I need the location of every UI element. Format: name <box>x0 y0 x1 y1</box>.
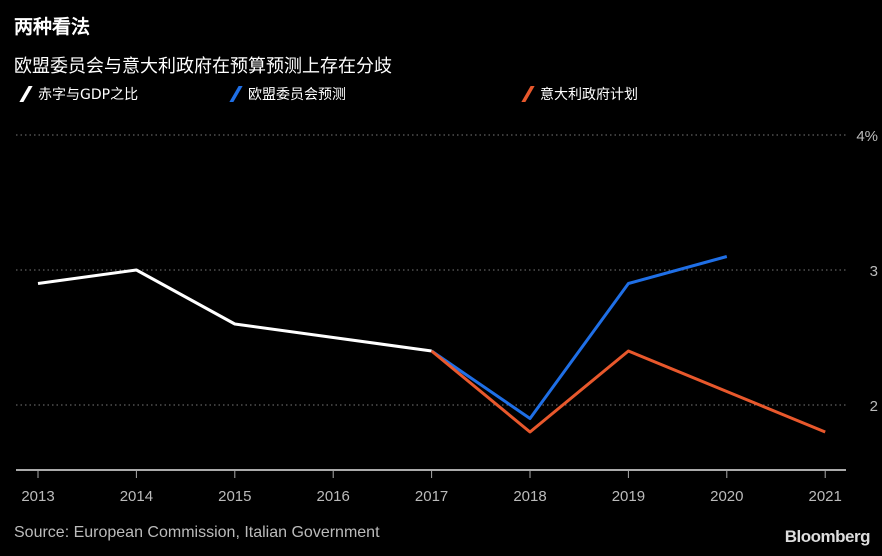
source-note: Source: European Commission, Italian Gov… <box>14 524 380 541</box>
x-tick-label: 2014 <box>120 488 153 505</box>
y-tick-label: 4% <box>856 128 878 145</box>
x-tick-label: 2021 <box>809 488 842 505</box>
x-tick-label: 2019 <box>612 488 645 505</box>
legend-item-italy-plan: 意大利政府计划 <box>520 84 638 104</box>
chart-title: 两种看法 <box>14 16 91 38</box>
series-line-1 <box>430 255 728 420</box>
x-tick-label: 2018 <box>513 488 546 505</box>
legend-label: 意大利政府计划 <box>540 87 638 103</box>
x-tick-label: 2015 <box>218 488 251 505</box>
x-tick-label: 2020 <box>710 488 743 505</box>
series-line-0 <box>37 268 432 353</box>
legend-label: 欧盟委员会预测 <box>248 87 346 103</box>
bloomberg-logo: Bloomberg <box>784 527 871 546</box>
legend-item-deficit: 赤字与GDP之比 <box>18 84 138 104</box>
legend-label: 赤字与GDP之比 <box>38 87 139 103</box>
x-tick-label: 2013 <box>21 488 54 505</box>
chart-subtitle: 欧盟委员会与意大利政府在预算预测上存在分歧 <box>14 56 392 77</box>
x-tick-label: 2016 <box>317 488 350 505</box>
legend-item-ec-forecast: 欧盟委员会预测 <box>228 84 346 104</box>
x-tick-label: 2017 <box>415 488 448 505</box>
y-tick-label: 3 <box>870 263 878 280</box>
y-tick-label: 2 <box>870 398 878 415</box>
